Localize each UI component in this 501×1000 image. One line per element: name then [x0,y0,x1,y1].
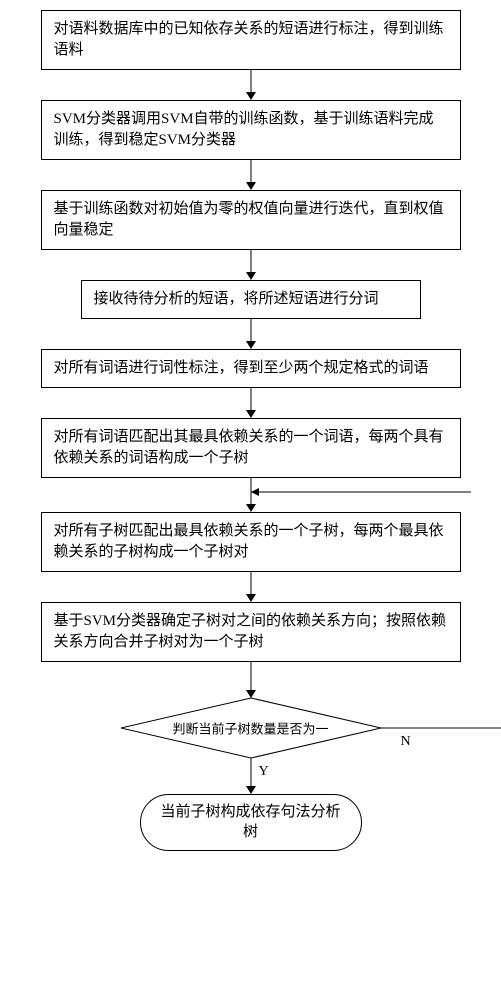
arrow [10,662,491,698]
process-node-7: 对所有子树匹配出最具依赖关系的一个子树，每两个最具依赖关系的子树构成一个子树对 [41,512,461,572]
arrow [10,388,491,418]
arrow [10,572,491,602]
loopback-join-svg [251,478,491,512]
process-node-8: 基于SVM分类器确定子树对之间的依赖关系方向；按照依赖关系方向合并子树对为一个子… [41,602,461,662]
node-text: 接收待待分析的短语，将所述短语进行分词 [94,291,379,307]
decision-node: 判断当前子树数量是否为一 N [121,698,381,758]
node-text: SVM分类器调用SVM自带的训练函数，基于训练语料完成训练，得到稳定SVM分类器 [54,111,434,148]
node-text: 对所有词语匹配出其最具依赖关系的一个词语，每两个具有依赖关系的词语构成一个子树 [54,429,444,466]
node-text: 对所有词语进行词性标注，得到至少两个规定格式的词语 [54,360,429,376]
loopback-path-svg [381,728,391,738]
terminal-node: 当前子树构成依存句法分析树 [140,794,362,851]
node-text: 基于训练函数对初始值为零的权值向量进行迭代，直到权值向量稳定 [54,201,444,238]
yes-label: Y [259,764,269,780]
process-node-1: 对语料数据库中的已知依存关系的短语进行标注，得到训练语料 [41,10,461,70]
node-text: 基于SVM分类器确定子树对之间的依赖关系方向；按照依赖关系方向合并子树对为一个子… [54,613,447,650]
arrow [10,250,491,280]
arrow-yes: Y [10,758,491,794]
decision-text: 判断当前子树数量是否为一 [172,719,328,738]
arrow-loop-join [10,478,491,512]
process-node-6: 对所有词语匹配出其最具依赖关系的一个词语，每两个具有依赖关系的词语构成一个子树 [41,418,461,478]
node-text: 当前子树构成依存句法分析树 [161,804,341,840]
node-text: 对语料数据库中的已知依存关系的短语进行标注，得到训练语料 [54,21,444,58]
arrow [10,70,491,100]
node-text: 对所有子树匹配出最具依赖关系的一个子树，每两个最具依赖关系的子树构成一个子树对 [54,523,444,560]
arrow [10,160,491,190]
no-label: N [401,734,411,750]
process-node-4: 接收待待分析的短语，将所述短语进行分词 [81,280,421,319]
process-node-5: 对所有词语进行词性标注，得到至少两个规定格式的词语 [41,349,461,388]
flowchart-container: 对语料数据库中的已知依存关系的短语进行标注，得到训练语料 SVM分类器调用SVM… [10,10,491,851]
arrow [10,319,491,349]
process-node-3: 基于训练函数对初始值为零的权值向量进行迭代，直到权值向量稳定 [41,190,461,250]
process-node-2: SVM分类器调用SVM自带的训练函数，基于训练语料完成训练，得到稳定SVM分类器 [41,100,461,160]
